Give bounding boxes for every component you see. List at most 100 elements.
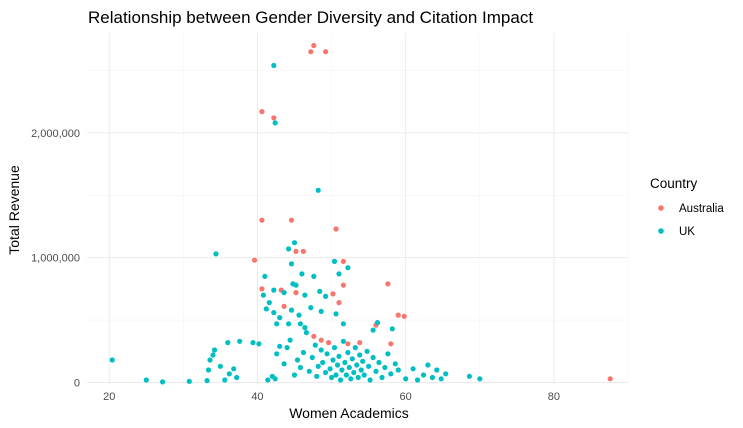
- data-point-uk: [324, 351, 330, 357]
- data-point-uk: [339, 367, 345, 373]
- data-point-uk: [286, 321, 292, 327]
- data-point-australia: [293, 248, 299, 254]
- data-point-uk: [385, 351, 391, 357]
- data-point-uk: [272, 376, 278, 382]
- data-point-australia: [293, 290, 299, 296]
- data-point-uk: [357, 352, 363, 358]
- data-point-uk: [382, 364, 388, 371]
- data-point-uk: [340, 338, 346, 344]
- data-point-uk: [186, 378, 192, 384]
- data-point-uk: [274, 321, 280, 327]
- data-point-uk: [360, 358, 366, 364]
- data-point-australia: [330, 291, 336, 297]
- data-point-australia: [271, 115, 277, 121]
- data-point-uk: [226, 371, 232, 377]
- data-point-uk: [389, 326, 395, 332]
- data-point-uk: [205, 367, 212, 373]
- data-point-uk: [277, 315, 283, 321]
- data-point-australia: [340, 282, 346, 288]
- data-point-australia: [333, 226, 339, 232]
- data-point-australia: [311, 333, 317, 339]
- data-point-uk: [271, 287, 277, 293]
- data-point-uk: [288, 261, 295, 267]
- grid-lines: [87, 33, 629, 385]
- data-point-uk: [288, 307, 295, 313]
- data-point-australia: [340, 258, 346, 264]
- data-point-uk: [333, 372, 339, 378]
- legend-marker: [658, 205, 664, 211]
- data-point-uk: [272, 120, 278, 126]
- data-point-uk: [250, 340, 256, 346]
- legend-label: UK: [679, 226, 695, 238]
- y-axis-title: Total Revenue: [6, 165, 22, 255]
- legend-label: Australia: [679, 203, 724, 215]
- y-tick-label: 1,000,000: [31, 253, 80, 265]
- data-point-uk: [361, 372, 367, 378]
- data-point-uk: [367, 377, 373, 383]
- data-point-uk: [340, 321, 346, 327]
- data-point-uk: [379, 374, 385, 381]
- data-point-australia: [607, 376, 613, 382]
- data-point-uk: [318, 308, 324, 314]
- x-tick-label: 60: [400, 391, 412, 403]
- data-point-uk: [281, 290, 287, 296]
- data-point-australia: [251, 257, 258, 263]
- data-point-uk: [345, 265, 351, 271]
- data-point-uk: [477, 376, 483, 382]
- data-point-australia: [336, 300, 342, 306]
- data-point-uk: [410, 366, 416, 372]
- data-point-uk: [333, 311, 339, 317]
- data-point-australia: [388, 341, 394, 347]
- data-point-uk: [355, 374, 361, 381]
- data-point-uk: [429, 374, 435, 381]
- data-point-uk: [294, 357, 301, 363]
- data-point-uk: [349, 356, 355, 362]
- x-axis-title: Women Academics: [289, 405, 409, 421]
- data-point-uk: [309, 354, 315, 361]
- data-point-uk: [320, 359, 326, 366]
- data-point-uk: [234, 374, 240, 381]
- data-point-uk: [204, 378, 210, 384]
- data-point-uk: [222, 377, 228, 383]
- data-point-uk: [109, 357, 115, 363]
- data-point-uk: [348, 376, 354, 382]
- data-point-uk: [376, 359, 382, 366]
- data-point-uk: [395, 367, 401, 373]
- data-point-uk: [315, 187, 321, 193]
- data-point-uk: [266, 300, 272, 306]
- data-point-uk: [323, 293, 329, 299]
- data-point-australia: [288, 217, 295, 223]
- legend-marker: [658, 228, 664, 234]
- data-point-uk: [370, 327, 376, 333]
- data-point-uk: [312, 342, 318, 348]
- data-point-uk: [302, 325, 308, 331]
- data-point-uk: [210, 352, 216, 358]
- data-point-uk: [336, 353, 342, 359]
- data-point-uk: [330, 357, 336, 363]
- data-point-uk: [345, 349, 351, 356]
- data-point-uk: [287, 337, 293, 343]
- data-point-uk: [211, 347, 218, 353]
- data-point-uk: [358, 367, 364, 373]
- data-point-uk: [329, 374, 335, 381]
- data-point-australia: [345, 341, 351, 347]
- data-point-uk: [296, 312, 302, 318]
- data-point-uk: [434, 367, 440, 373]
- data-point-uk: [351, 369, 357, 376]
- data-point-uk: [306, 368, 312, 374]
- data-point-uk: [303, 330, 309, 336]
- axis-ticks: 20 40 60 80 0 1,000,000 2,000,000: [31, 128, 560, 403]
- data-point-uk: [438, 376, 444, 382]
- data-point-uk: [297, 364, 303, 371]
- data-point-uk: [207, 357, 213, 363]
- data-point-uk: [277, 343, 283, 349]
- data-point-uk: [366, 363, 372, 369]
- data-point-australia: [326, 340, 332, 346]
- data-point-uk: [286, 246, 292, 252]
- data-point-uk: [414, 377, 421, 383]
- data-point-uk: [290, 281, 296, 287]
- data-point-uk: [315, 363, 321, 369]
- x-tick-label: 80: [548, 391, 560, 403]
- chart-title: Relationship between Gender Diversity an…: [88, 8, 533, 27]
